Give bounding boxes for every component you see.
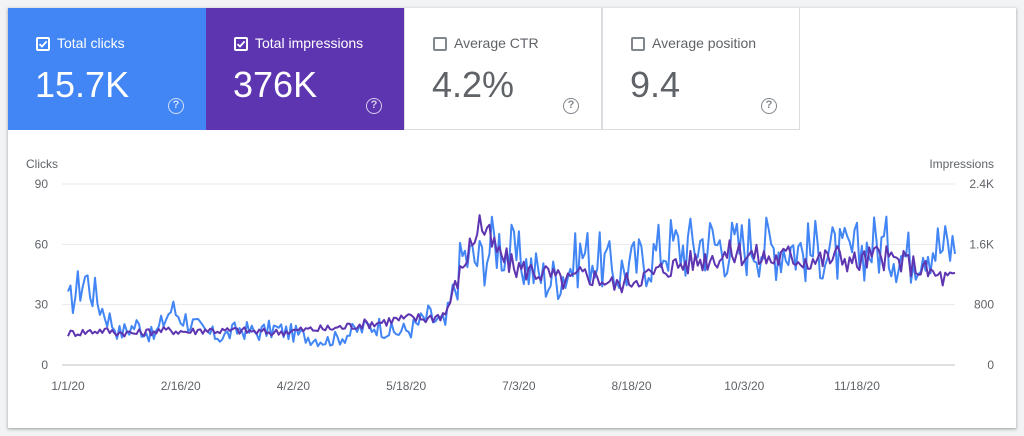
impressions-series-line	[67, 214, 956, 338]
left-tick-label: 60	[35, 237, 49, 251]
average-ctr-tile[interactable]: Average CTR 4.2% ?	[404, 8, 602, 130]
x-tick-label: 7/3/20	[502, 379, 536, 393]
right-tick-label: 1.6K	[969, 237, 994, 251]
help-icon[interactable]: ?	[366, 98, 382, 114]
right-tick-label: 2.4K	[969, 177, 994, 191]
total-impressions-label: Total impressions	[255, 35, 364, 51]
left-tick-label: 90	[35, 177, 49, 191]
help-icon[interactable]: ?	[563, 98, 579, 114]
right-tick-label: 0	[987, 358, 994, 372]
x-tick-label: 10/3/20	[724, 379, 764, 393]
total-clicks-tile[interactable]: Total clicks 15.7K ?	[8, 8, 206, 130]
performance-chart: Clicks Impressions 90 2.4K 60 1.6K 30 800 0 0 1/1/…	[8, 148, 1016, 418]
average-position-label: Average position	[652, 35, 757, 51]
right-axis-title: Impressions	[929, 157, 994, 171]
average-position-tile[interactable]: Average position 9.4 ?	[602, 8, 800, 130]
total-clicks-checkbox[interactable]	[36, 37, 50, 51]
x-tick-label: 5/18/20	[386, 379, 426, 393]
clicks-series-line	[67, 215, 956, 348]
average-ctr-value: 4.2%	[432, 64, 515, 105]
average-ctr-checkbox[interactable]	[433, 37, 447, 51]
left-tick-label: 0	[41, 358, 48, 372]
total-clicks-label: Total clicks	[57, 35, 125, 51]
x-tick-label: 1/1/20	[51, 379, 85, 393]
average-position-value: 9.4	[630, 64, 681, 105]
x-tick-label: 8/18/20	[612, 379, 652, 393]
performance-card: Total clicks 15.7K ? Total impressions 3…	[8, 8, 1016, 428]
total-clicks-value: 15.7K	[35, 64, 130, 105]
help-icon[interactable]: ?	[168, 98, 184, 114]
metric-tiles: Total clicks 15.7K ? Total impressions 3…	[8, 8, 1016, 130]
total-impressions-value: 376K	[233, 64, 318, 105]
right-tick-label: 800	[974, 298, 994, 312]
total-impressions-tile[interactable]: Total impressions 376K ?	[206, 8, 404, 130]
left-axis-title: Clicks	[26, 157, 58, 171]
help-icon[interactable]: ?	[761, 98, 777, 114]
average-ctr-label: Average CTR	[454, 35, 539, 51]
total-impressions-checkbox[interactable]	[234, 37, 248, 51]
x-tick-label: 11/18/20	[834, 379, 880, 393]
left-tick-label: 30	[35, 298, 49, 312]
x-tick-label: 4/2/20	[277, 379, 311, 393]
x-tick-label: 2/16/20	[161, 379, 201, 393]
average-position-checkbox[interactable]	[631, 37, 645, 51]
